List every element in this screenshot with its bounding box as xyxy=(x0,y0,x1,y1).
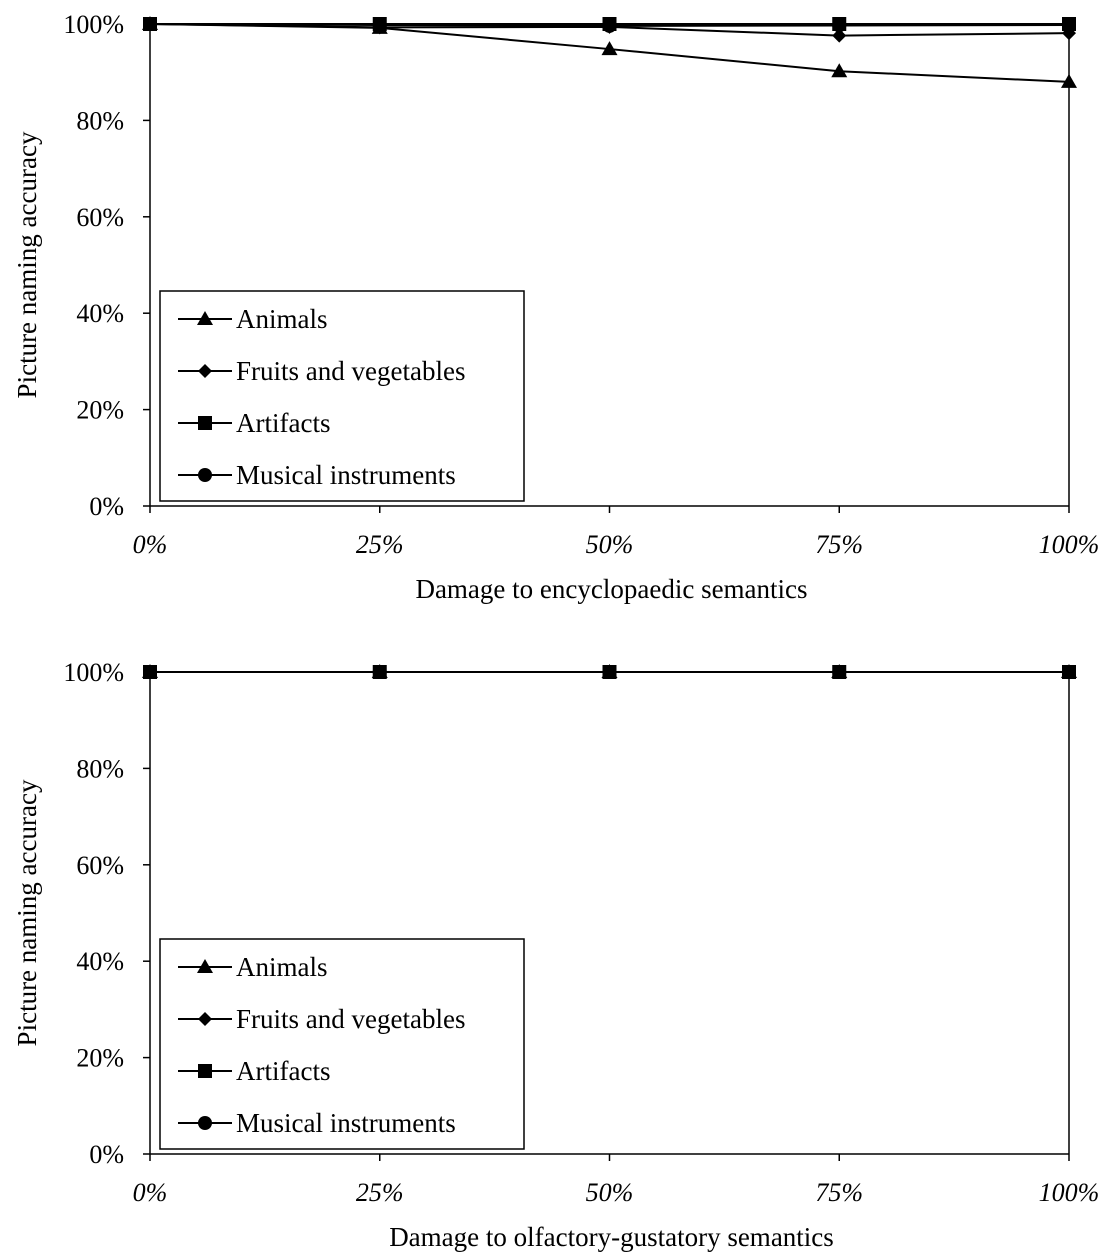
data-point-diamond xyxy=(832,28,847,43)
x-tick-label: 100% xyxy=(1039,1178,1100,1207)
chart-panel-2: 0% 20% 40% 60% 80% 100% 0% 25% 50% 75% 100% Damage … xyxy=(12,658,1099,1252)
x-tick-label: 75% xyxy=(815,530,863,559)
y-tick-label: 0% xyxy=(89,1140,124,1169)
chart-panel-1: 0% 20% 40% 60% 80% 100% 0% 25% 50% 75% 100% Damage … xyxy=(12,10,1099,604)
legend-label: Artifacts xyxy=(236,1056,330,1086)
legend-box xyxy=(159,938,525,1150)
legend-label: Fruits and vegetables xyxy=(236,356,465,386)
y-tick-label: 0% xyxy=(89,492,124,521)
x-axis-title: Damage to olfactory-gustatory semantics xyxy=(389,1222,834,1252)
legend-square-icon xyxy=(198,1064,212,1078)
legend-triangle-icon xyxy=(197,311,213,325)
x-tick-label: 0% xyxy=(133,1178,168,1207)
data-point-triangle xyxy=(371,19,388,34)
legend-label: Animals xyxy=(236,304,328,334)
x-tick-label: 25% xyxy=(356,530,404,559)
x-axis-title: Damage to encyclopaedic semantics xyxy=(415,574,807,604)
y-tick-label: 80% xyxy=(76,106,124,135)
data-point-triangle xyxy=(1061,664,1077,678)
legend-circle-icon xyxy=(198,468,212,482)
series-triangle xyxy=(142,664,1077,678)
series-triangle xyxy=(142,16,1077,88)
y-axis-title: Picture naming accuracy xyxy=(12,131,42,398)
data-point-diamond xyxy=(602,19,617,34)
data-point-circle xyxy=(1062,17,1076,32)
data-point-triangle xyxy=(371,664,388,678)
y-axis-title: Picture naming accuracy xyxy=(12,779,42,1046)
x-tick-label: 25% xyxy=(356,1178,404,1207)
data-point-triangle xyxy=(601,41,618,56)
data-point-triangle xyxy=(601,664,618,678)
legend-square-icon xyxy=(198,416,212,430)
y-tick-label: 100% xyxy=(63,10,124,39)
legend-label: Fruits and vegetables xyxy=(236,1004,465,1034)
legend-label: Animals xyxy=(236,952,328,982)
y-tick-label: 20% xyxy=(76,396,124,425)
legend-label: Musical instruments xyxy=(236,1108,456,1138)
legend-label: Artifacts xyxy=(236,408,330,438)
data-point-triangle xyxy=(831,63,848,78)
legend-triangle-icon xyxy=(197,959,213,973)
y-tick-label: 40% xyxy=(76,299,124,328)
series-diamond xyxy=(143,17,1076,43)
legend-circle-icon xyxy=(198,1116,212,1130)
data-point-circle xyxy=(832,18,847,33)
y-tick-label: 20% xyxy=(76,1044,124,1073)
data-point-triangle xyxy=(831,664,848,678)
y-tick-label: 80% xyxy=(76,754,124,783)
data-point-triangle xyxy=(142,16,158,30)
x-tick-label: 75% xyxy=(815,1178,863,1207)
legend-diamond-icon xyxy=(198,1012,212,1026)
legend-diamond-icon xyxy=(198,364,212,378)
data-point-diamond xyxy=(1062,26,1076,41)
y-tick-label: 60% xyxy=(76,203,124,232)
legend-label: Musical instruments xyxy=(236,460,456,490)
x-tick-label: 50% xyxy=(586,1178,634,1207)
x-tick-label: 50% xyxy=(586,530,634,559)
y-tick-label: 100% xyxy=(63,658,124,687)
y-tick-label: 60% xyxy=(76,851,124,880)
legend: Animals Fruits and vegetables Artifacts Mus… xyxy=(159,938,525,1150)
x-tick-label: 100% xyxy=(1039,530,1100,559)
data-point-triangle xyxy=(142,664,158,678)
legend-box xyxy=(159,290,525,502)
legend: Animals Fruits and vegetables Artifacts Mus… xyxy=(159,290,525,502)
y-tick-label: 40% xyxy=(76,947,124,976)
x-tick-label: 0% xyxy=(133,530,168,559)
data-point-triangle xyxy=(1061,73,1077,88)
